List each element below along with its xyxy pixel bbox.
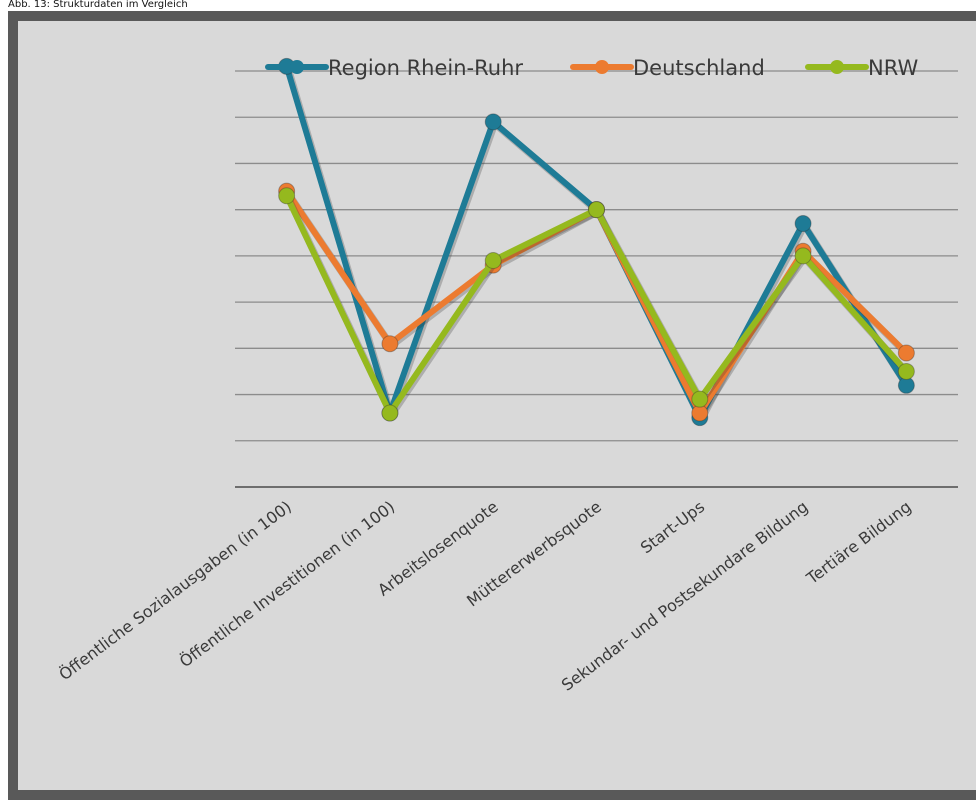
legend-entry: Region Rhein-Ruhr bbox=[265, 56, 523, 80]
chart-panel: Öffentliche Sozialausgaben (in 100) Öffen… bbox=[18, 21, 976, 790]
legend-label: Deutschland bbox=[633, 56, 765, 80]
legend-swatch-marker bbox=[830, 60, 844, 74]
data-point bbox=[794, 247, 812, 265]
data-point bbox=[897, 362, 915, 380]
chart-frame: Öffentliche Sozialausgaben (in 100) Öffen… bbox=[8, 11, 976, 800]
data-point bbox=[381, 404, 399, 422]
x-tick-label: Tertiäre Bildung bbox=[802, 497, 915, 588]
legend: Region Rhein-Ruhr Deutschland NRW bbox=[265, 56, 918, 80]
legend-label: NRW bbox=[868, 56, 918, 80]
series-group bbox=[278, 187, 915, 422]
legend-entry: NRW bbox=[805, 56, 918, 80]
legend-swatch-marker bbox=[290, 60, 304, 74]
series-layer bbox=[278, 57, 915, 427]
line-chart: Öffentliche Sozialausgaben (in 100)Öffen… bbox=[55, 56, 958, 695]
data-point bbox=[381, 335, 399, 353]
x-tick-label: Öffentliche Investitionen (in 100) bbox=[176, 497, 398, 671]
legend-swatch-marker bbox=[595, 60, 609, 74]
legend-label: Region Rhein-Ruhr bbox=[328, 56, 523, 80]
x-tick-labels: Öffentliche Sozialausgaben (in 100)Öffen… bbox=[55, 497, 914, 695]
data-point bbox=[484, 252, 502, 270]
data-point bbox=[484, 113, 502, 131]
data-point bbox=[897, 344, 915, 362]
x-tick-label: Start-Ups bbox=[637, 497, 708, 557]
data-point bbox=[794, 215, 812, 233]
data-point bbox=[278, 187, 296, 205]
data-point bbox=[588, 201, 605, 219]
data-point bbox=[691, 390, 709, 408]
legend-entry: Deutschland bbox=[570, 56, 765, 80]
figure-caption: Abb. 13: Strukturdaten im Vergleich bbox=[8, 0, 188, 10]
